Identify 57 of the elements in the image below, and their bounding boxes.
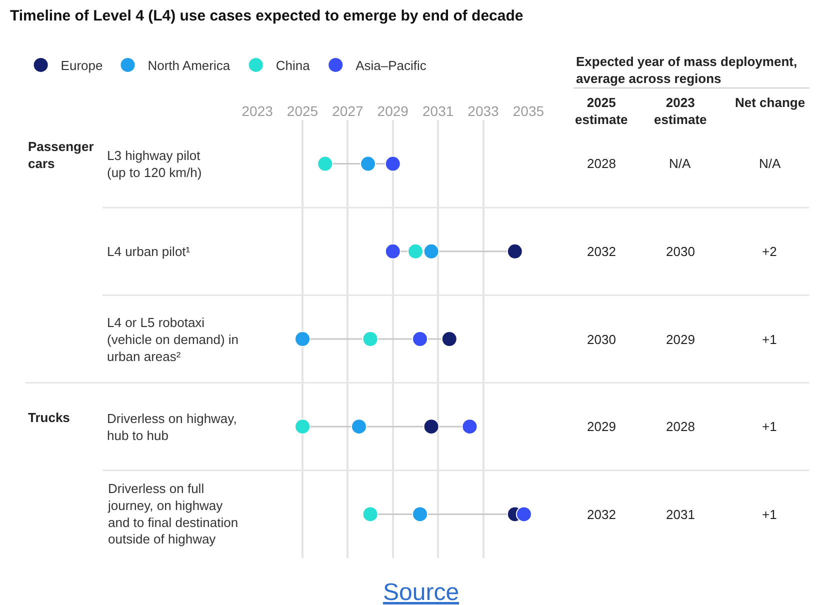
- point: [384, 156, 401, 172]
- text: 2028: [666, 419, 695, 434]
- legend-label: China: [276, 58, 311, 74]
- point: [294, 331, 311, 347]
- x-tick-label: 2025: [286, 103, 318, 120]
- text: +1: [762, 419, 777, 434]
- chart-title: Timeline of Level 4 (L4) use cases expected to emerge by end of decade: [10, 8, 524, 24]
- point: [423, 418, 440, 435]
- text: 2028: [587, 156, 616, 171]
- text: +2: [762, 244, 777, 259]
- point: [351, 418, 367, 435]
- point: [516, 506, 532, 522]
- text: 2031: [666, 507, 695, 522]
- x-tick-label: 2031: [422, 103, 454, 120]
- point: [412, 331, 428, 347]
- point: [407, 243, 424, 260]
- y-tick-label: Driverless on full journey, on highway and to final destination outside of highway: [107, 481, 238, 547]
- text: Expected year of mass deployment, average across regions: [576, 54, 798, 86]
- legend-label: Asia–Pacific: [356, 58, 427, 74]
- legend-label: North America: [148, 58, 231, 74]
- x-tick-label: 2033: [468, 103, 500, 120]
- point: [462, 418, 478, 435]
- text: 2025 estimate: [575, 95, 628, 127]
- text: N/A: [669, 156, 691, 171]
- legend-label: Europe: [60, 58, 103, 74]
- point: [423, 243, 440, 260]
- point: [317, 156, 334, 172]
- point: [412, 506, 428, 522]
- point: [506, 243, 523, 260]
- text: 2030: [666, 244, 695, 259]
- x-tick-label: 2035: [512, 103, 544, 120]
- text: Passenger cars: [28, 139, 94, 171]
- x-tick-label: 2029: [377, 103, 409, 120]
- text: 2029: [587, 419, 616, 434]
- text: N/A: [759, 156, 781, 171]
- text: Trucks: [28, 410, 70, 425]
- x-tick-label: 2027: [332, 103, 364, 120]
- point: [294, 418, 311, 435]
- point: [360, 156, 376, 172]
- y-tick-label: L4 or L5 robotaxi (vehicle on demand) in urban areas²: [107, 315, 239, 364]
- point: [384, 243, 401, 260]
- text: 2030: [587, 332, 616, 347]
- y-tick-label: L3 highway pilot (up to 120 km/h): [107, 148, 202, 180]
- point: [362, 506, 378, 522]
- text: 2029: [666, 332, 695, 347]
- text: 2023 estimate: [654, 95, 707, 127]
- text: +1: [762, 332, 777, 347]
- text: 2032: [587, 507, 616, 522]
- y-tick-label: Driverless on highway, hub to hub: [107, 411, 237, 443]
- text: 2032: [587, 244, 616, 259]
- text: +1: [762, 507, 777, 522]
- text: Source: [383, 579, 460, 605]
- text: Net change: [735, 95, 806, 110]
- point: [362, 331, 378, 347]
- x-tick-label: 2023: [242, 103, 274, 120]
- y-tick-label: L4 urban pilot¹: [107, 244, 191, 259]
- point: [441, 331, 458, 347]
